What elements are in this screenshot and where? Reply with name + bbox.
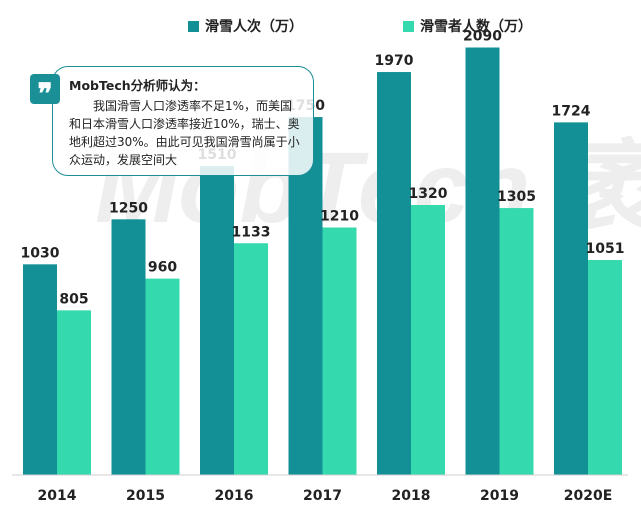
value-label-skiers-2016: 1133: [232, 224, 271, 240]
x-tick-label-2018: 2018: [392, 488, 431, 504]
legend-label-series1: 滑雪人次（万）: [205, 19, 303, 35]
value-label-skiers-2015: 960: [148, 260, 177, 276]
value-label-visits-2018: 1970: [375, 53, 414, 69]
bar-visits-2020E: [554, 122, 588, 475]
legend: 滑雪人次（万） 滑雪者人数（万）: [0, 16, 641, 40]
bar-skiers-2016: [234, 243, 268, 475]
value-label-visits-2019: 2090: [463, 29, 502, 45]
bar-skiers-2020E: [588, 260, 622, 475]
bar-skiers-2015: [145, 278, 180, 475]
bar-visits-2016: [200, 166, 234, 476]
value-label-skiers-2019: 1305: [497, 189, 536, 205]
quote-icon: ❞: [30, 74, 60, 110]
bar-skiers-2014: [57, 310, 91, 475]
bars-layer: [23, 47, 622, 476]
callout-title: MobTech分析师认为：: [69, 78, 206, 93]
value-label-skiers-2020E: 1051: [586, 241, 625, 257]
callout-body: 我国滑雪人口渗透率不足1%，而美国和日本滑雪人口渗透率接近10%，瑞士、奥地利超…: [69, 99, 300, 167]
legend-item-series1: 滑雪人次（万）: [188, 16, 303, 36]
bar-visits-2015: [111, 219, 146, 475]
analyst-callout: MobTech分析师认为： 我国滑雪人口渗透率不足1%，而美国和日本滑雪人口渗透…: [52, 66, 314, 176]
legend-swatch-series2: [403, 20, 414, 32]
legend-item-series2: 滑雪者人数（万）: [403, 16, 532, 36]
x-tick-label-2019: 2019: [480, 488, 519, 504]
bar-skiers-2019: [499, 208, 534, 475]
value-label-skiers-2017: 1210: [320, 209, 359, 225]
bar-skiers-2018: [411, 205, 445, 475]
x-tick-labels-layer: 2014 2015 2016 2017 2018 2019 2020E: [38, 488, 613, 504]
x-tick-label-2014: 2014: [38, 488, 77, 504]
legend-swatch-series1: [188, 20, 199, 32]
x-tick-label-2015: 2015: [126, 488, 165, 504]
bar-visits-2019: [465, 47, 500, 475]
x-tick-label-2017: 2017: [303, 488, 342, 504]
value-label-skiers-2014: 805: [59, 291, 88, 307]
bar-visits-2017: [288, 117, 323, 475]
legend-label-series2: 滑雪者人数（万）: [420, 19, 532, 35]
bar-visits-2018: [377, 72, 411, 475]
bar-skiers-2017: [322, 227, 357, 475]
x-tick-label-2016: 2016: [215, 488, 254, 504]
value-label-visits-2015: 1250: [109, 200, 148, 216]
x-tick-label-2020E: 2020E: [564, 488, 613, 504]
value-label-visits-2014: 1030: [21, 245, 60, 261]
value-label-visits-2020E: 1724: [552, 103, 591, 119]
value-label-skiers-2018: 1320: [409, 186, 448, 202]
bar-visits-2014: [23, 264, 57, 475]
